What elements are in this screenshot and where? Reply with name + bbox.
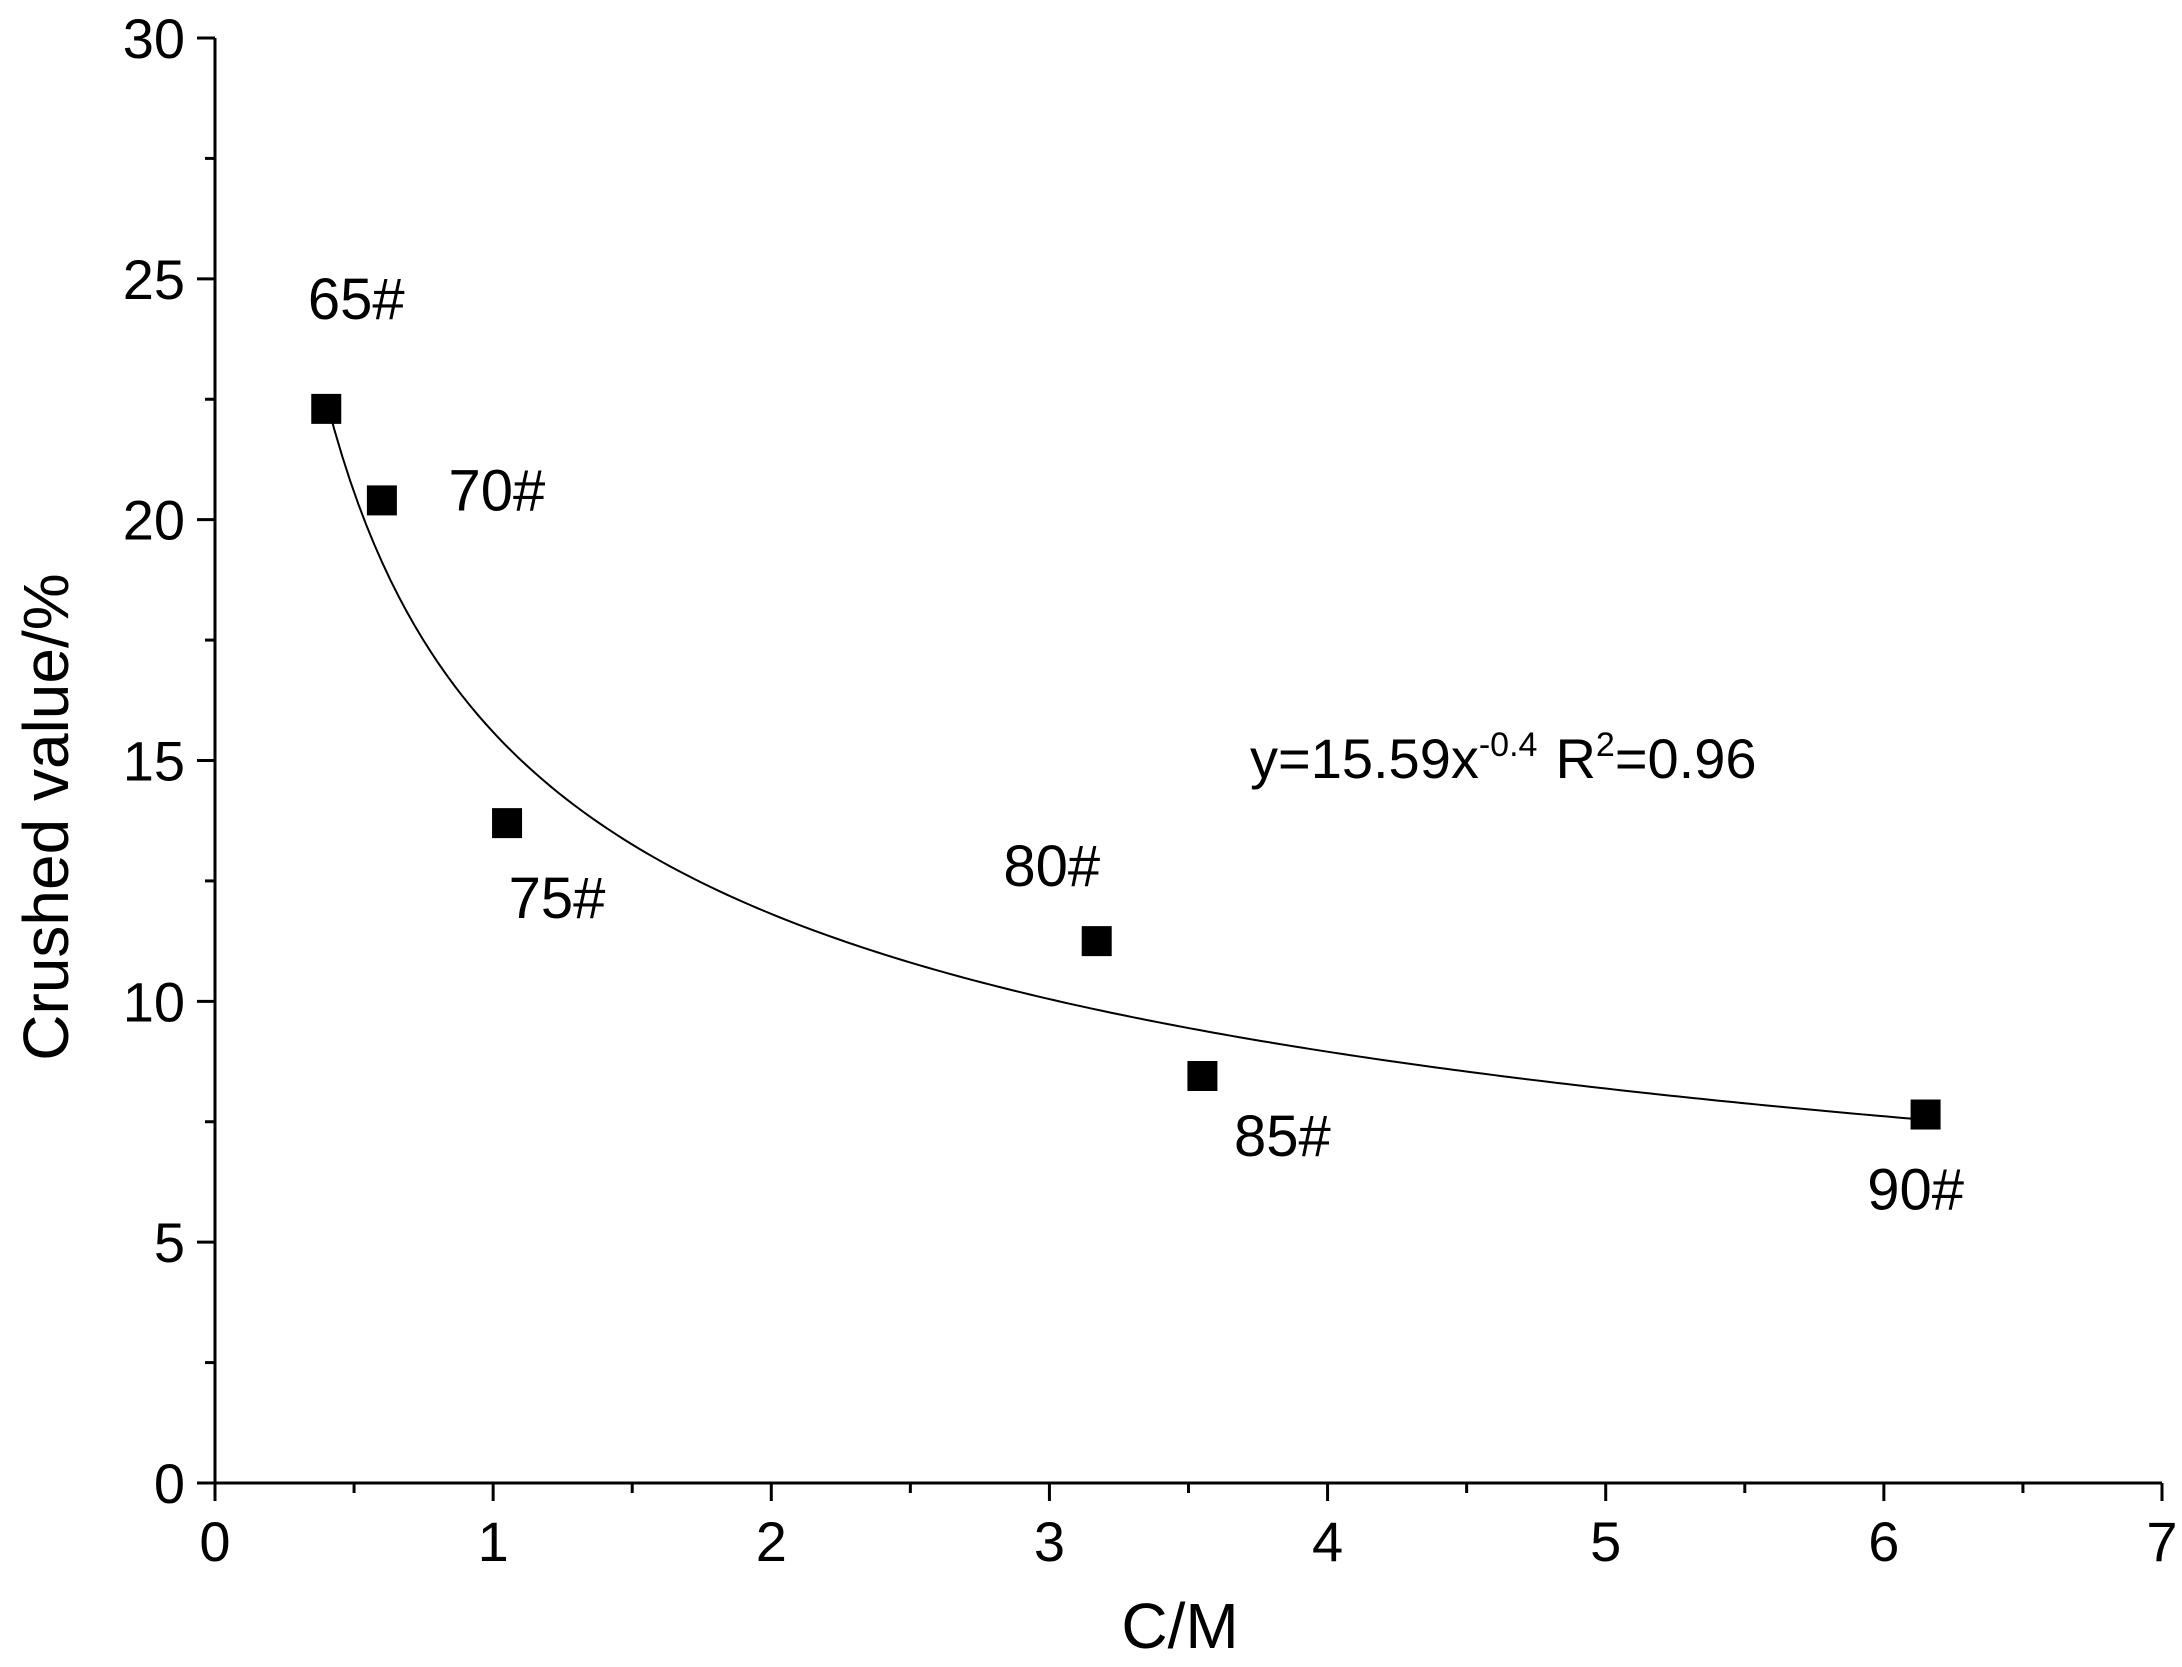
r2-suffix: =0.96 <box>1615 727 1757 790</box>
data-point-90 <box>1910 1099 1941 1130</box>
x-tick-label: 4 <box>1312 1510 1343 1573</box>
point-label-75: 75# <box>509 866 606 931</box>
equation-exponent: -0.4 <box>1479 726 1538 764</box>
data-point-75 <box>492 808 523 839</box>
fit-curve <box>325 399 1926 1121</box>
r2-superscript: 2 <box>1596 726 1615 764</box>
y-tick-label: 10 <box>123 970 185 1033</box>
fit-equation: y=15.59x-0.4 R2=0.96 <box>1250 726 1757 790</box>
point-label-65: 65# <box>308 267 405 332</box>
x-tick-label: 6 <box>1868 1510 1899 1573</box>
x-tick-label: 5 <box>1590 1510 1621 1573</box>
y-tick-label: 25 <box>123 248 185 311</box>
y-tick-label: 0 <box>154 1452 185 1515</box>
point-label-80: 80# <box>1003 834 1100 899</box>
equation-main: y=15.59x <box>1250 727 1479 790</box>
y-tick-label: 20 <box>123 489 185 552</box>
x-tick-label: 7 <box>2146 1510 2177 1573</box>
data-point-80 <box>1081 926 1112 957</box>
x-tick-label: 3 <box>1034 1510 1065 1573</box>
y-axis-title: Crushed value/% <box>10 573 82 1060</box>
x-tick-label: 2 <box>756 1510 787 1573</box>
y-tick-label: 5 <box>154 1211 185 1274</box>
point-label-70: 70# <box>448 458 545 523</box>
x-axis-title: C/M <box>1121 1590 1238 1662</box>
axes: 0 1 2 3 4 5 6 7 0 5 10 15 20 25 30 <box>123 7 2178 1573</box>
data-point-70 <box>366 485 397 516</box>
x-tick-label: 1 <box>478 1510 509 1573</box>
r2-prefix: R <box>1555 727 1595 790</box>
y-tick-label: 30 <box>123 7 185 70</box>
y-tick-label: 15 <box>123 730 185 793</box>
point-labels: 65# 70# 75# 80# 85# 90# <box>308 267 1964 1223</box>
point-label-85: 85# <box>1234 1104 1331 1169</box>
data-points <box>311 393 1941 1130</box>
data-point-85 <box>1187 1060 1218 1091</box>
point-label-90: 90# <box>1867 1158 1964 1223</box>
x-tick-label: 0 <box>199 1510 230 1573</box>
fit-curve-layer <box>325 399 1926 1121</box>
data-point-65 <box>311 393 342 424</box>
